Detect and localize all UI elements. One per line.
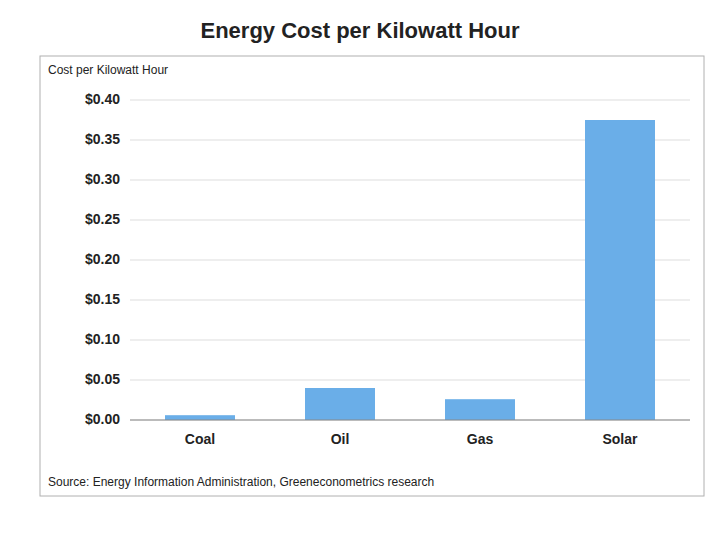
grid-line (130, 420, 690, 421)
bar (585, 120, 655, 420)
frame (40, 56, 704, 496)
y-axis: $0.00 $0.05 $0.10 $0.15 $0.20 $0.25 $0.30 $0.35… (85, 91, 120, 427)
title: Energy Cost per Kilowatt Hour (200, 18, 519, 43)
source-note: Source: Energy Information Administratio… (48, 475, 434, 489)
x-tick-label: Coal (185, 431, 215, 447)
y-tick-label: $0.10 (85, 331, 120, 347)
x-tick-label: Gas (467, 431, 494, 447)
bars (165, 120, 655, 420)
y-tick-label: $0.00 (85, 411, 120, 427)
chart-container: Energy Cost per Kilowatt Hour Cost per Ki… (0, 0, 720, 540)
y-tick-label: $0.20 (85, 251, 120, 267)
y-tick-label: $0.05 (85, 371, 120, 387)
bar (305, 388, 375, 420)
x-axis-line (130, 420, 690, 421)
y-tick-label: $0.40 (85, 91, 120, 107)
grid (130, 100, 690, 420)
grid-line (130, 100, 690, 101)
bar (445, 399, 515, 420)
x-tick-label: Oil (331, 431, 350, 447)
y-tick-label: $0.25 (85, 211, 120, 227)
bar (165, 415, 235, 420)
x-tick-label: Solar (602, 431, 638, 447)
y-tick-label: $0.35 (85, 131, 120, 147)
chart-svg: Energy Cost per Kilowatt Hour Cost per Ki… (0, 0, 720, 540)
y-axis-label: Cost per Kilowatt Hour (48, 63, 168, 77)
y-tick-label: $0.30 (85, 171, 120, 187)
y-tick-label: $0.15 (85, 291, 120, 307)
x-axis: Coal Oil Gas Solar (185, 431, 638, 447)
